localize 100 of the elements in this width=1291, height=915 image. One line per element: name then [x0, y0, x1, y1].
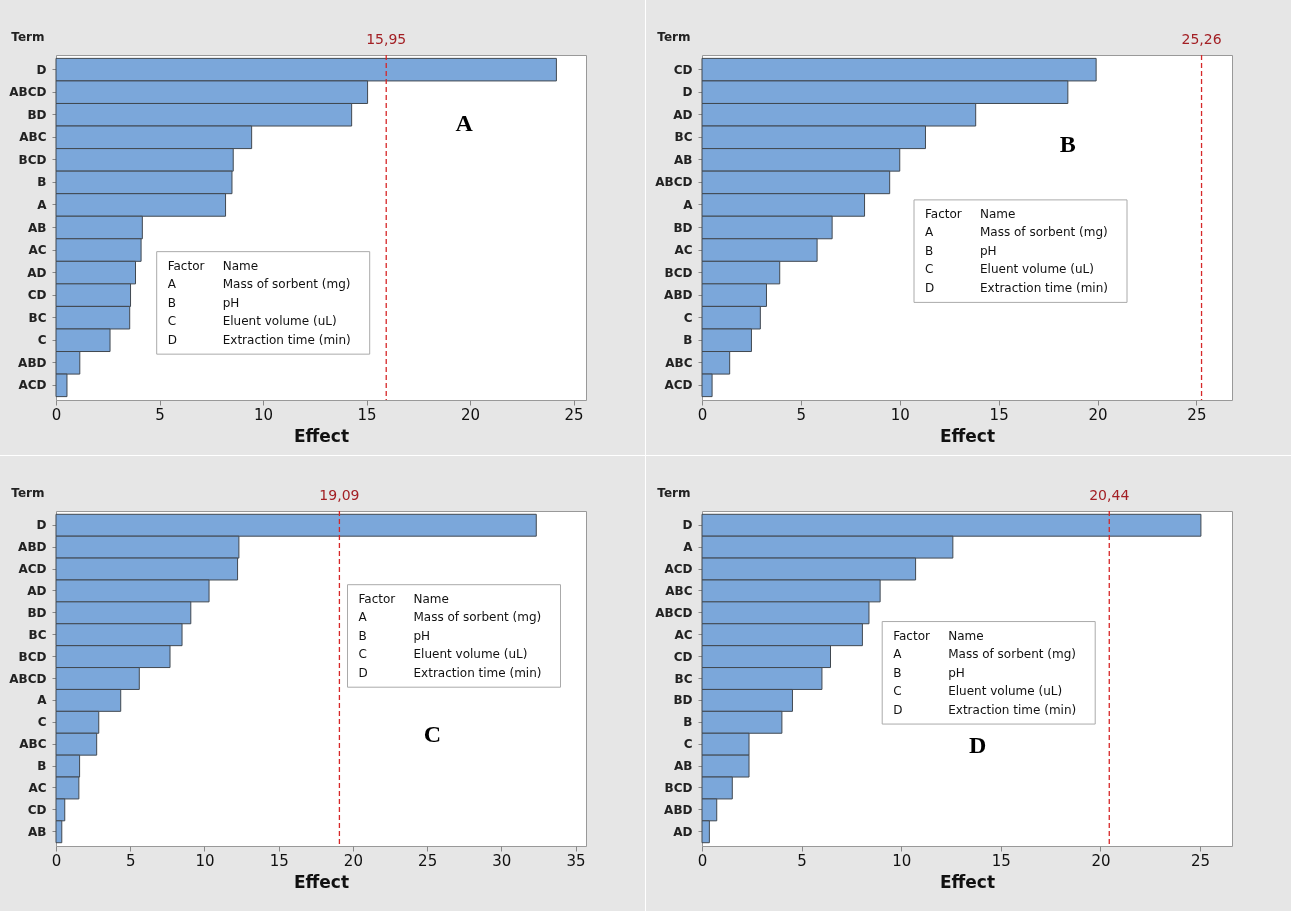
y-tick-label: ABD: [664, 802, 693, 817]
annotation: Mass of sorbent (mg): [222, 277, 351, 292]
y-axis-title: Term: [11, 29, 45, 44]
y-tick-label: A: [37, 693, 48, 708]
x-tick-label: 25: [564, 405, 584, 424]
y-axis-title: Term: [657, 485, 691, 500]
annotation: pH: [980, 243, 997, 258]
annotation: Eluent volume (uL): [413, 647, 528, 662]
annotation: Factor: [925, 206, 962, 221]
annotation: Mass of sorbent (mg): [948, 647, 1076, 662]
x-axis-title: Effect: [293, 871, 350, 892]
y-tick-label: B: [683, 715, 693, 730]
y-tick-label: ABC: [665, 583, 693, 598]
y-tick-label: C: [37, 333, 47, 348]
x-tick-label: 10: [253, 405, 274, 424]
y-tick-label: ABCD: [655, 605, 693, 620]
annotation: pH: [948, 665, 965, 680]
y-tick-label: D: [682, 518, 693, 533]
x-tick-label: 10: [195, 851, 215, 870]
annotation: D: [893, 702, 903, 717]
y-tick-label: ACD: [664, 562, 693, 577]
y-tick-label: ABC: [19, 737, 47, 752]
y-tick-label: A: [683, 540, 694, 555]
annotation: Eluent volume (uL): [980, 262, 1094, 277]
x-tick-label: 25: [1187, 405, 1207, 424]
x-axis-title: Effect: [293, 425, 350, 446]
y-tick-label: CD: [673, 649, 693, 664]
annotation: pH: [413, 628, 431, 643]
annotation: Extraction time (min): [413, 665, 542, 680]
y-tick-label: BCD: [18, 152, 47, 167]
y-tick-label: BCD: [664, 265, 693, 280]
annotation: Name: [948, 628, 984, 643]
annotation: Factor: [358, 591, 396, 606]
y-tick-label: BCD: [664, 780, 693, 795]
y-tick-label: AD: [27, 265, 47, 280]
annotation: C: [893, 684, 902, 699]
y-tick-label: B: [683, 333, 693, 348]
annotation: Mass of sorbent (mg): [413, 610, 542, 625]
y-tick-label: AC: [674, 243, 693, 258]
annotation: B: [1059, 130, 1076, 157]
annotation: A: [358, 610, 368, 625]
x-axis-title: Effect: [939, 425, 996, 446]
annotation: C: [925, 262, 934, 277]
annotation: Name: [413, 591, 449, 606]
y-tick-label: ABC: [665, 355, 693, 370]
x-tick-label: 5: [797, 851, 807, 870]
y-tick-label: AB: [674, 152, 693, 167]
y-tick-label: BD: [27, 605, 47, 620]
y-tick-label: D: [36, 518, 47, 533]
x-tick-label: 20: [343, 851, 363, 870]
y-tick-label: AC: [28, 243, 47, 258]
annotation: B: [167, 295, 176, 310]
y-tick-label: C: [37, 715, 47, 730]
annotation: B: [893, 665, 902, 680]
annotation: Eluent volume (uL): [948, 684, 1063, 699]
x-tick-label: 10: [890, 405, 910, 424]
y-tick-label: ACD: [664, 378, 693, 393]
y-tick-label: C: [683, 737, 693, 752]
x-tick-label: 0: [51, 405, 62, 424]
annotation: C: [358, 647, 367, 662]
annotation: C: [423, 721, 441, 748]
y-tick-label: BCD: [18, 649, 47, 664]
annotation: D: [968, 731, 987, 758]
ref-line-label: 15,95: [366, 31, 407, 47]
x-tick-label: 15: [269, 851, 289, 870]
y-tick-label: ABCD: [655, 175, 693, 190]
ref-line-label: 25,26: [1181, 31, 1222, 47]
ref-line-label: 20,44: [1089, 487, 1130, 503]
annotation: Extraction time (min): [948, 702, 1077, 717]
y-axis-title: Term: [11, 485, 45, 500]
y-tick-label: C: [683, 310, 693, 325]
annotation: A: [893, 647, 903, 662]
x-tick-label: 20: [1088, 405, 1108, 424]
annotation: D: [925, 280, 935, 295]
y-tick-label: ABC: [19, 130, 47, 145]
y-tick-label: ABCD: [9, 671, 47, 686]
y-tick-label: A: [683, 197, 694, 212]
y-tick-label: B: [37, 759, 47, 774]
y-tick-label: BD: [673, 220, 693, 235]
y-tick-label: CD: [27, 802, 47, 817]
y-tick-label: AC: [674, 627, 693, 642]
y-tick-label: AB: [28, 824, 47, 839]
x-tick-label: 20: [1091, 851, 1111, 870]
x-tick-label: 5: [125, 851, 136, 870]
annotation: Extraction time (min): [980, 280, 1108, 295]
annotation: D: [167, 332, 177, 347]
x-tick-label: 35: [566, 851, 586, 870]
y-tick-label: AB: [674, 759, 693, 774]
y-tick-label: BD: [673, 693, 693, 708]
annotation: Factor: [893, 628, 930, 643]
x-tick-label: 10: [892, 851, 912, 870]
y-tick-label: BC: [674, 671, 693, 686]
y-tick-label: CD: [673, 62, 693, 77]
x-tick-label: 0: [51, 851, 62, 870]
ref-line-label: 19,09: [319, 487, 360, 503]
x-tick-label: 15: [357, 405, 377, 424]
y-tick-label: AD: [673, 824, 693, 839]
annotation: Name: [222, 258, 259, 273]
annotation: C: [167, 314, 177, 329]
y-tick-label: B: [37, 175, 47, 190]
